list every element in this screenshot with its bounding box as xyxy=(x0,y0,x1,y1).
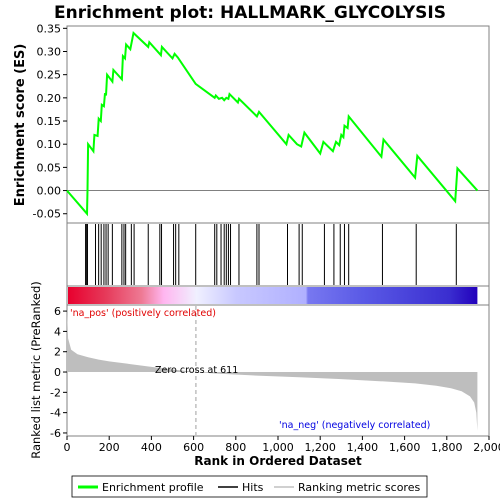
enrichment-profile-line xyxy=(66,31,479,217)
x-tick-label: 1,000 xyxy=(262,441,294,454)
es-y-tick-label: 0.25 xyxy=(37,69,62,82)
ranking-metric-area xyxy=(67,309,478,431)
x-tick-label: 2,000 xyxy=(473,441,500,454)
metric-y-tick-label: 4 xyxy=(54,325,61,338)
es-panel-frame xyxy=(66,25,490,224)
chart-title: Enrichment plot: HALLMARK_GLYCOLYSIS xyxy=(54,3,446,23)
es-y-tick-label: 0.20 xyxy=(37,92,62,105)
metric-y-tick-label: 6 xyxy=(54,305,61,318)
x-tick-label: 0 xyxy=(64,441,71,454)
es-y-tick-label: 0.30 xyxy=(37,45,62,58)
x-axis-label: Rank in Ordered Dataset xyxy=(194,454,362,468)
legend-frame xyxy=(71,475,428,498)
metric-y-tick-label: -6 xyxy=(50,427,61,440)
heatmap-panel xyxy=(66,285,490,306)
es-y-axis-label: Enrichment score (ES) xyxy=(13,44,28,207)
negative-correlation-label: 'na_neg' (negatively correlated) xyxy=(279,420,430,431)
hits-panel-frame xyxy=(66,222,490,287)
positive-correlation-label: 'na_pos' (positively correlated) xyxy=(70,308,216,319)
metric-y-ticks: -6 -4 -2 0 2 4 6 xyxy=(50,305,67,440)
es-y-tick-label: 0.05 xyxy=(37,161,62,174)
x-tick-label: 1,200 xyxy=(304,441,336,454)
legend-label-enrichment-profile: Enrichment profile xyxy=(102,481,204,494)
legend-label-hits: Hits xyxy=(242,481,264,494)
metric-panel: -6 -4 -2 0 2 4 6 Zero cross at 611 'na_pos' (p… xyxy=(29,281,490,459)
x-tick-label: 400 xyxy=(141,441,162,454)
x-tick-label: 600 xyxy=(183,441,204,454)
x-axis: 0 200 400 600 800 1,000 1,200 1,400 1,600 1,800 2,… xyxy=(64,436,500,454)
legend-label-ranking-metric: Ranking metric scores xyxy=(298,481,420,494)
es-y-tick-label: 0.15 xyxy=(37,115,62,128)
es-y-ticks: -0.05 0.00 0.05 0.10 0.15 0.20 0.25 0.30 0.35 xyxy=(33,22,67,221)
es-y-tick-label: 0.35 xyxy=(37,22,62,35)
hits-panel xyxy=(66,222,490,287)
metric-y-tick-label: -4 xyxy=(50,407,61,420)
metric-y-axis-label: Ranked list metric (PreRanked) xyxy=(29,281,43,459)
metric-y-tick-label: -2 xyxy=(50,386,61,399)
metric-y-tick-label: 0 xyxy=(54,366,61,379)
x-tick-label: 1,400 xyxy=(347,441,379,454)
ranking-heatmap-bar xyxy=(68,287,478,304)
metric-y-tick-label: 2 xyxy=(54,346,61,359)
legend: Enrichment profile Hits Ranking metric s… xyxy=(71,475,428,498)
es-panel: -0.05 0.00 0.05 0.10 0.15 0.20 0.25 0.30 0.35 En… xyxy=(13,22,490,224)
es-y-tick-label: 0.00 xyxy=(37,185,62,198)
zero-cross-label: Zero cross at 611 xyxy=(155,365,238,376)
x-tick-label: 1,800 xyxy=(431,441,463,454)
x-tick-label: 1,600 xyxy=(389,441,421,454)
es-y-tick-label: 0.10 xyxy=(37,138,62,151)
hit-marks xyxy=(85,224,457,285)
es-y-tick-label: -0.05 xyxy=(33,208,61,221)
x-tick-label: 200 xyxy=(99,441,120,454)
x-tick-label: 800 xyxy=(225,441,246,454)
